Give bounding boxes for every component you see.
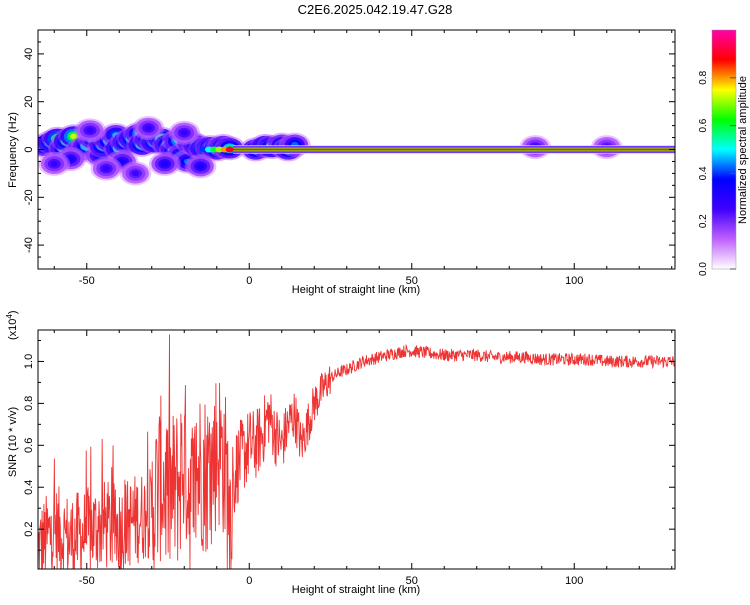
snr-ytick-label: 0.6 [23, 438, 35, 453]
spectral-blob [50, 160, 58, 167]
spectrogram-xtick-label: 100 [565, 275, 583, 287]
spectrogram-marks [38, 115, 675, 186]
spectral-blob [86, 127, 94, 134]
spectrogram-ytick-label: 40 [23, 48, 35, 60]
spectral-blob [102, 165, 110, 172]
colorbar-tick-label: 0.6 [698, 118, 709, 132]
snr-xlabel: Height of straight line (km) [292, 584, 420, 596]
spectrogram-xtick-label: 0 [246, 275, 252, 287]
snr-ytick-label: 0.8 [23, 396, 35, 411]
snr-ylabel: SNR (10 * v/v) [7, 407, 19, 477]
snr-panel: -50 0 50 100 0.2 0.4 0.6 0.8 1.0 Height of strai… [5, 310, 676, 596]
snr-multiplier: (x104) [5, 310, 19, 340]
colorbar-gradient [711, 29, 737, 270]
spectral-blob [66, 156, 75, 162]
tone-band-layer [233, 148, 675, 151]
spectral-blob [144, 125, 153, 131]
snr-xtick-label: 0 [246, 575, 252, 587]
spectrogram-panel: -50 0 50 100 -40 -20 0 20 40 Height of straight … [7, 29, 676, 296]
snr-xtick-label: 50 [406, 575, 418, 587]
snr-series-line [38, 334, 675, 569]
spectrogram-ytick-label: 20 [23, 96, 35, 108]
tone-fade [199, 146, 234, 153]
spectrogram-ytick-label: 0 [23, 146, 35, 152]
snr-frame [37, 329, 676, 570]
spectrogram-ytick-label: -20 [23, 189, 35, 205]
colorbar-ticks: 0.0 0.2 0.4 0.6 0.8 [698, 70, 736, 276]
snr-marks [38, 334, 675, 569]
spectrogram-xtick-label: -50 [79, 275, 95, 287]
tone-fade-cell [225, 146, 234, 153]
snr-ytick-label: 0.4 [23, 480, 35, 495]
spectrogram-xlabel: Height of straight line (km) [292, 284, 420, 296]
snr-ytick-label: 0.2 [23, 522, 35, 537]
spectrogram-ytick-label: -40 [23, 237, 35, 253]
snr-multiplier-exp: 4 [5, 314, 14, 319]
snr-axes: -50 0 50 100 0.2 0.4 0.6 0.8 1.0 [23, 330, 675, 587]
snr-multiplier-close: ) [7, 310, 19, 314]
spectrogram-xtick-label: 50 [406, 275, 418, 287]
snr-ytick-label: 1.0 [23, 354, 35, 369]
spectral-blob [70, 133, 78, 140]
colorbar-tick-label: 0.0 [698, 262, 709, 276]
spectrogram-ylabel: Frequency (Hz) [7, 112, 19, 188]
colorbar-tick-label: 0.8 [698, 70, 709, 84]
spectral-blob [196, 163, 205, 170]
colorbar-label: Normalized spectral amplitude [737, 76, 749, 224]
tone-band [233, 145, 675, 154]
spectral-blob [118, 158, 127, 165]
snr-multiplier-base: (x10 [7, 319, 19, 340]
spectral-blob [161, 160, 169, 167]
spectrogram-axes: -50 0 50 100 -40 -20 0 20 40 [23, 30, 675, 287]
spectral-blob [131, 170, 140, 177]
figure-title: C2E6.2025.042.19.47.G28 [297, 2, 453, 17]
snr-xtick-label: -50 [79, 575, 95, 587]
spectral-blob [180, 129, 188, 136]
colorbar: 0.0 0.2 0.4 0.6 0.8 Normalized spectral ampl… [698, 29, 749, 276]
colorbar-tick-label: 0.2 [698, 214, 709, 228]
snr-xtick-label: 100 [565, 575, 583, 587]
colorbar-tick-label: 0.4 [698, 166, 709, 180]
